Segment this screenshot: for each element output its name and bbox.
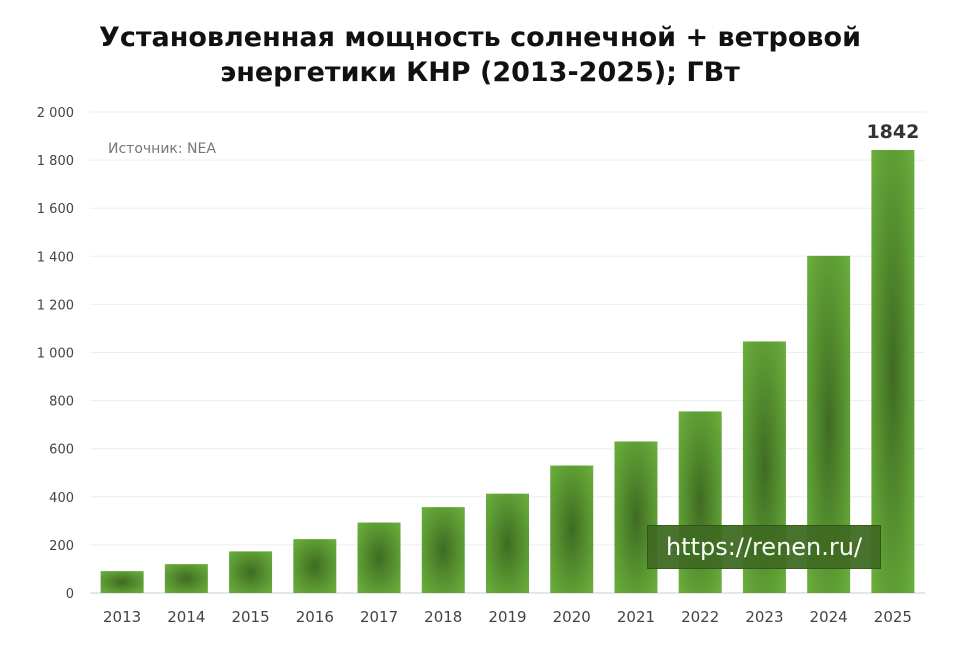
source-note: Источник: NEA	[108, 141, 216, 157]
x-tick-label: 2018	[424, 608, 462, 626]
x-tick-label: 2019	[488, 608, 526, 626]
bar-2015	[229, 551, 273, 593]
bar-2017	[357, 522, 401, 593]
bar-2025	[871, 149, 915, 593]
bar-2013	[100, 571, 144, 593]
y-tick-label: 0	[66, 587, 74, 602]
bar-2020	[550, 465, 594, 593]
x-tick-label: 2017	[360, 608, 398, 626]
data-label: 1842	[866, 121, 919, 143]
chart-title: Установленная мощность солнечной + ветро…	[0, 20, 960, 90]
x-tick-label: 2013	[103, 608, 141, 626]
x-tick-label: 2025	[874, 608, 912, 626]
bar-2016	[293, 539, 337, 593]
chart-title-line2: энергетики КНР (2013-2025); ГВт	[220, 57, 740, 88]
y-tick-label: 1 400	[37, 250, 74, 265]
bar-2019	[486, 493, 529, 593]
y-tick-label: 400	[49, 491, 74, 506]
y-tick-label: 1 200	[37, 298, 74, 313]
bar-2018	[421, 507, 465, 593]
watermark: https://renen.ru/	[647, 525, 881, 569]
y-tick-label: 600	[49, 443, 74, 458]
x-tick-label: 2022	[681, 608, 719, 626]
x-tick-label: 2023	[745, 608, 783, 626]
y-tick-label: 200	[49, 539, 74, 554]
x-tick-label: 2020	[553, 608, 591, 626]
chart-title-line1: Установленная мощность солнечной + ветро…	[99, 22, 861, 53]
y-tick-label: 1 000	[37, 347, 74, 362]
x-tick-label: 2014	[167, 608, 205, 626]
y-tick-label: 1 600	[37, 202, 74, 217]
bar-2014	[164, 564, 208, 593]
y-tick-label: 800	[49, 395, 74, 410]
y-tick-label: 2 000	[37, 106, 74, 121]
y-tick-label: 1 800	[37, 154, 74, 169]
x-tick-label: 2024	[810, 608, 848, 626]
x-tick-label: 2015	[231, 608, 269, 626]
x-tick-label: 2021	[617, 608, 655, 626]
x-tick-label: 2016	[296, 608, 334, 626]
bar-2021	[614, 441, 658, 593]
